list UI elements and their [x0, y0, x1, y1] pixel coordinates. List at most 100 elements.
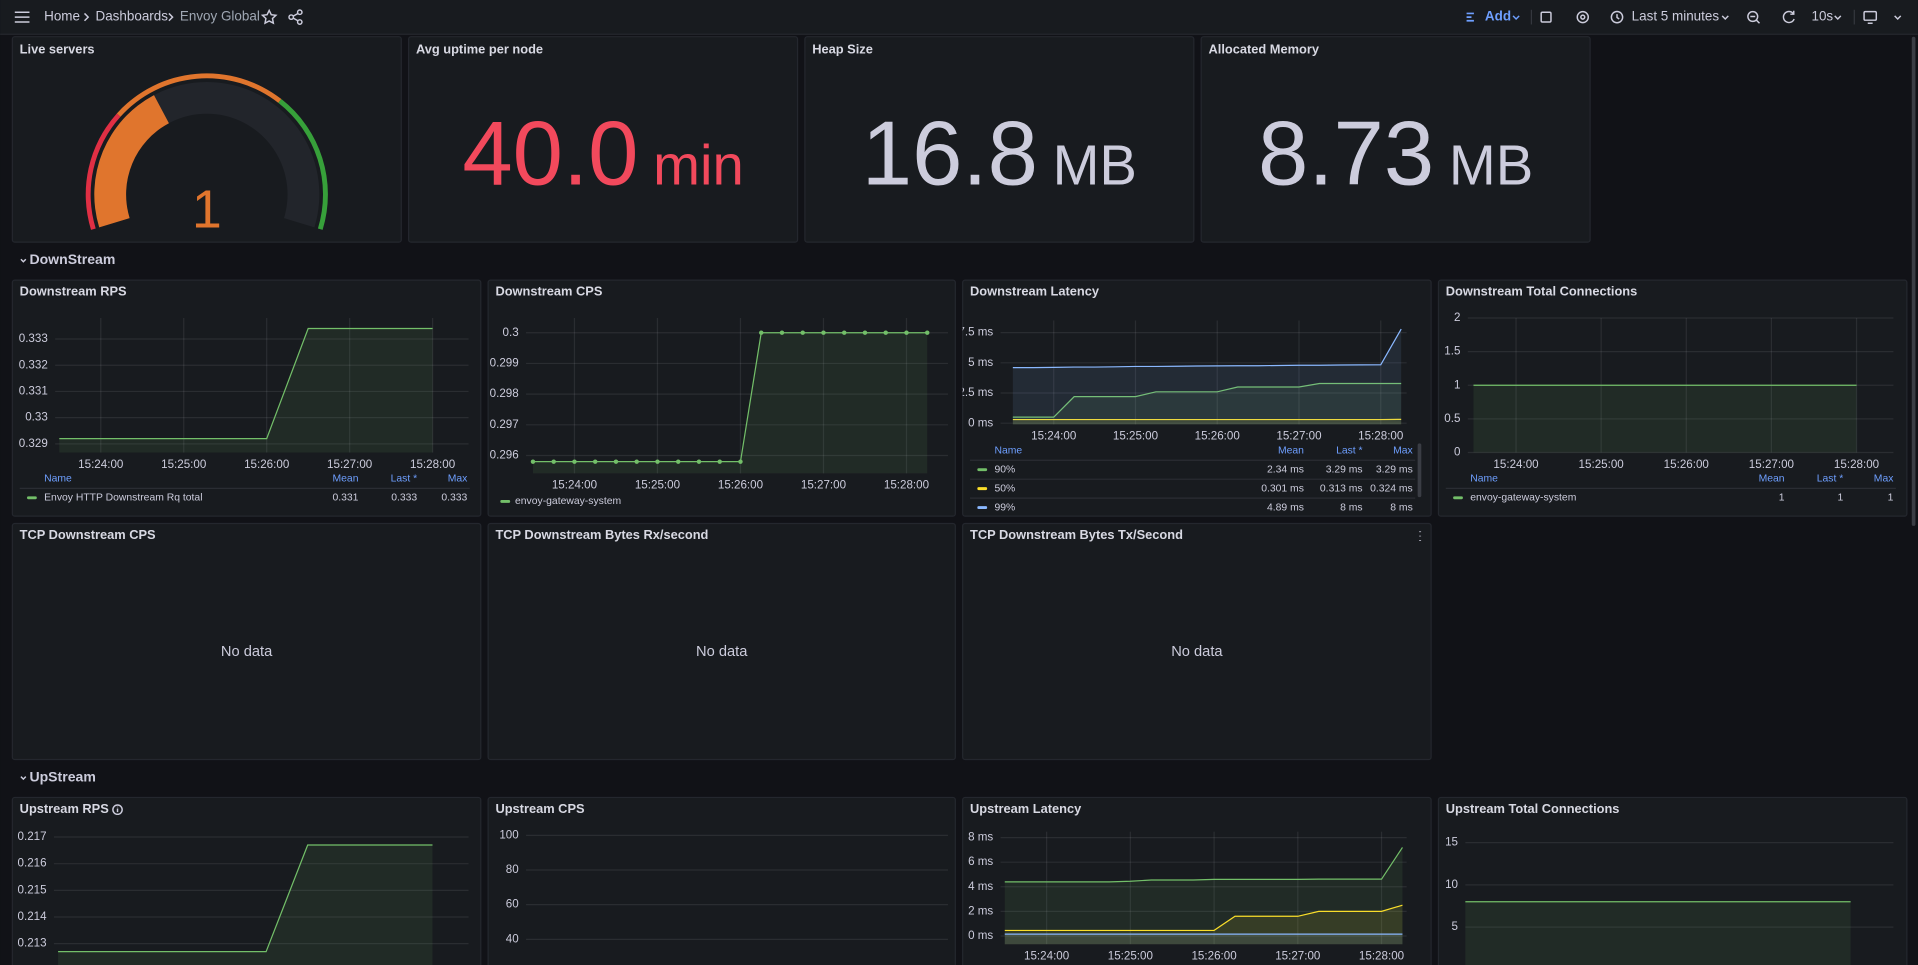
y-tick-label: 0.213: [18, 937, 47, 950]
y-tick-label: 0.5: [1444, 412, 1460, 425]
legend-name: 90%: [994, 464, 1015, 475]
legend-swatch: [977, 487, 987, 490]
breadcrumb-dashboards[interactable]: Dashboards: [96, 9, 169, 24]
y-tick-label: 4 ms: [968, 880, 993, 893]
breadcrumb-home[interactable]: Home: [44, 9, 80, 24]
x-tick-label: 15:28:00: [1359, 950, 1404, 963]
x-tick-label: 15:27:00: [801, 479, 846, 492]
y-tick-label: 0.299: [490, 356, 519, 369]
data-point: [884, 331, 888, 335]
data-point: [635, 459, 639, 463]
legend-swatch: [977, 506, 987, 509]
x-tick-label: 15:28:00: [884, 479, 929, 492]
top-bar-bg: [0, 0, 1918, 34]
legend-stat: 0.331: [333, 493, 359, 504]
y-tick-label: 0.332: [19, 358, 48, 371]
legend-header: Max: [1393, 445, 1413, 456]
legend-stat: 0.301 ms: [1261, 483, 1304, 494]
y-tick-label: 0.216: [18, 857, 47, 870]
row-title[interactable]: DownStream: [29, 251, 115, 267]
legend-stat: 1: [1779, 493, 1785, 504]
data-point: [718, 459, 722, 463]
data-point: [863, 331, 867, 335]
data-point: [676, 459, 680, 463]
data-point: [821, 331, 825, 335]
panel-title: Allocated Memory: [1209, 42, 1320, 57]
x-tick-label: 15:26:00: [718, 479, 763, 492]
x-tick-label: 15:24:00: [552, 479, 597, 492]
no-data: No data: [221, 644, 273, 660]
data-point: [738, 459, 742, 463]
panel-title: TCP Downstream CPS: [20, 527, 156, 542]
data-point: [904, 331, 908, 335]
y-tick-label: 0.297: [490, 418, 519, 431]
data-point: [842, 331, 846, 335]
legend-stat: 0.313 ms: [1320, 483, 1363, 494]
add-button[interactable]: Add: [1485, 9, 1511, 24]
x-tick-label: 15:26:00: [1195, 430, 1240, 443]
x-tick-label: 15:24:00: [78, 458, 123, 471]
y-tick-label: 0.296: [490, 449, 519, 462]
legend-swatch: [27, 496, 37, 499]
legend-header: Mean: [333, 474, 359, 485]
area: [1465, 902, 1850, 965]
x-tick-label: 15:28:00: [1834, 458, 1879, 471]
y-tick-label: 2 ms: [968, 904, 993, 917]
legend-header: Last *: [391, 474, 418, 485]
legend-header: Last *: [1817, 474, 1844, 485]
stat-number: 8.73: [1258, 104, 1434, 205]
x-tick-label: 15:27:00: [1749, 458, 1794, 471]
legend-header: Max: [1874, 474, 1894, 485]
legend-stat: 0.333: [391, 493, 417, 504]
data-point: [801, 331, 805, 335]
no-data: No data: [696, 644, 748, 660]
legend-stat: 0.324 ms: [1370, 483, 1413, 494]
panel-title: Downstream RPS: [20, 284, 127, 299]
legend-name: 50%: [994, 483, 1015, 494]
x-tick-label: 15:26:00: [1664, 458, 1709, 471]
scrollbar[interactable]: [1912, 37, 1916, 526]
refresh-interval[interactable]: 10s: [1811, 9, 1833, 24]
legend-stat: 3.29 ms: [1376, 464, 1413, 475]
x-tick-label: 15:28:00: [410, 458, 455, 471]
y-tick-label: 8 ms: [968, 831, 993, 844]
y-tick-label: 100: [499, 828, 518, 841]
y-tick-label: 0 ms: [968, 929, 993, 942]
panel-title: Live servers: [20, 42, 95, 57]
panel: [12, 523, 480, 759]
stat-number: 40.0: [462, 104, 638, 205]
legend-header: Name: [994, 445, 1022, 456]
x-tick-label: 15:26:00: [244, 458, 289, 471]
legend-swatch: [500, 500, 510, 503]
x-tick-label: 15:25:00: [161, 458, 206, 471]
data-point: [614, 459, 618, 463]
data-point: [593, 459, 597, 463]
stat-number: 16.8: [862, 104, 1038, 205]
x-tick-label: 15:27:00: [1275, 950, 1320, 963]
legend-name: envoy-gateway-system: [515, 496, 621, 507]
breadcrumb-current: Envoy Global: [180, 9, 260, 24]
no-data: No data: [1171, 644, 1223, 660]
y-tick-label: 1.5: [1444, 345, 1460, 358]
panel-title: Heap Size: [812, 42, 873, 57]
legend-header: Name: [44, 474, 72, 485]
y-tick-label: 0.331: [19, 384, 48, 397]
time-range-picker[interactable]: Last 5 minutes: [1632, 9, 1720, 24]
data-point: [697, 459, 701, 463]
legend-swatch: [1453, 496, 1463, 499]
y-tick-label: 0.329: [19, 437, 48, 450]
x-tick-label: 15:24:00: [1493, 458, 1538, 471]
legend-header: Mean: [1759, 474, 1785, 485]
legend-stat: 3.29 ms: [1326, 464, 1363, 475]
y-tick-label: 0.33: [25, 411, 48, 424]
legend-stat: 1: [1837, 493, 1843, 504]
panel-title: TCP Downstream Bytes Rx/second: [495, 527, 708, 542]
panel-title: Downstream Latency: [970, 284, 1100, 299]
y-tick-label: 5: [1452, 920, 1458, 933]
x-tick-label: 15:25:00: [635, 479, 680, 492]
row-title[interactable]: UpStream: [29, 769, 95, 785]
data-point: [655, 459, 659, 463]
y-tick-label: 80: [506, 863, 519, 876]
x-tick-label: 15:27:00: [327, 458, 372, 471]
